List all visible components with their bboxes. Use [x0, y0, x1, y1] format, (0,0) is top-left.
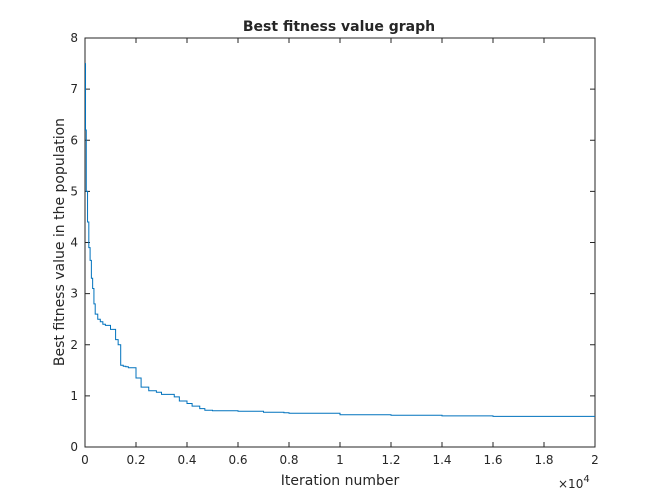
x-axis-label: Iteration number	[281, 473, 400, 489]
series-line	[85, 63, 595, 417]
x-tick-label: 0.4	[177, 453, 196, 467]
x-axis-ticks: 0 0.2 0.4 0.6 0.8 1 1.2 1.4 1.6 1.8 2	[81, 38, 599, 467]
x-tick-label: 1.4	[432, 453, 451, 467]
x-axis-exponent: ×104	[558, 474, 590, 491]
y-tick-label: 3	[70, 287, 78, 301]
x-tick-label: 0.8	[279, 453, 298, 467]
y-tick-label: 2	[70, 338, 78, 352]
x-tick-label: 1	[336, 453, 344, 467]
y-tick-label: 8	[70, 31, 78, 45]
x-tick-label: 1.2	[381, 453, 400, 467]
x-tick-label: 1.8	[534, 453, 553, 467]
x-tick-label: 2	[591, 453, 599, 467]
plot-area	[84, 37, 596, 448]
x-tick-label: 0.2	[126, 453, 145, 467]
y-axis-ticks: 0 1 2 3 4 5 6 7 8	[70, 31, 595, 454]
y-tick-label: 5	[70, 184, 78, 198]
y-tick-label: 7	[70, 82, 78, 96]
y-tick-label: 1	[70, 389, 78, 403]
x-axis-exponent-base: ×10	[558, 477, 583, 491]
y-tick-label: 4	[70, 236, 78, 250]
y-axis-label: Best fitness value in the population	[52, 118, 68, 366]
chart-title: Best fitness value graph	[243, 19, 435, 35]
y-tick-label: 0	[70, 440, 78, 454]
x-tick-label: 0	[81, 453, 89, 467]
x-tick-label: 0.6	[228, 453, 247, 467]
x-axis-exponent-power: 4	[583, 474, 589, 485]
y-tick-label: 6	[70, 133, 78, 147]
x-tick-label: 1.6	[483, 453, 502, 467]
